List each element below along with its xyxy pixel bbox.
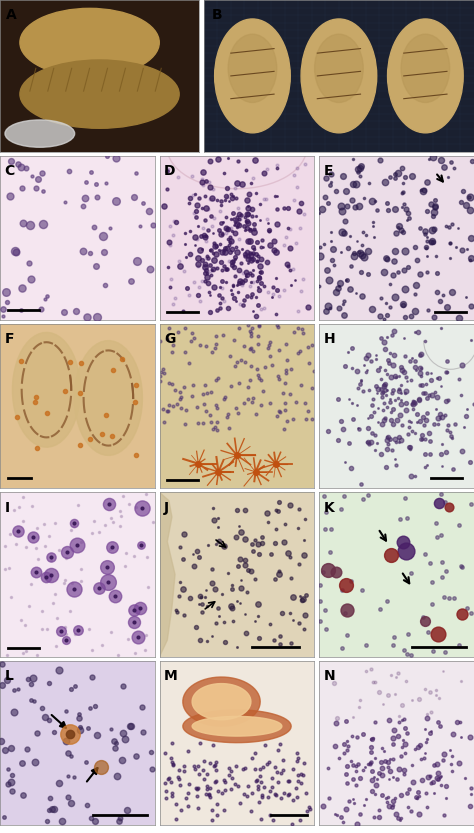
Text: L: L: [5, 669, 14, 683]
Text: E: E: [324, 164, 333, 178]
Ellipse shape: [301, 19, 377, 132]
Ellipse shape: [228, 34, 277, 102]
Ellipse shape: [5, 120, 75, 147]
Text: A: A: [6, 7, 17, 22]
Polygon shape: [192, 684, 251, 720]
Ellipse shape: [315, 34, 363, 102]
Ellipse shape: [20, 8, 159, 77]
Text: J: J: [164, 501, 169, 515]
Text: M: M: [164, 669, 178, 683]
Ellipse shape: [20, 60, 179, 128]
Text: I: I: [5, 501, 10, 515]
Text: B: B: [212, 7, 223, 22]
Text: D: D: [164, 164, 176, 178]
Polygon shape: [160, 492, 175, 656]
Text: N: N: [324, 669, 336, 683]
Text: C: C: [5, 164, 15, 178]
Ellipse shape: [215, 19, 290, 132]
Polygon shape: [192, 716, 282, 736]
Polygon shape: [12, 332, 81, 447]
Ellipse shape: [388, 19, 463, 132]
Text: F: F: [5, 332, 14, 347]
Ellipse shape: [401, 34, 450, 102]
Polygon shape: [183, 710, 291, 743]
Text: H: H: [324, 332, 336, 347]
Text: K: K: [324, 501, 335, 515]
Polygon shape: [183, 677, 260, 726]
Polygon shape: [74, 341, 143, 456]
Text: G: G: [164, 332, 175, 347]
